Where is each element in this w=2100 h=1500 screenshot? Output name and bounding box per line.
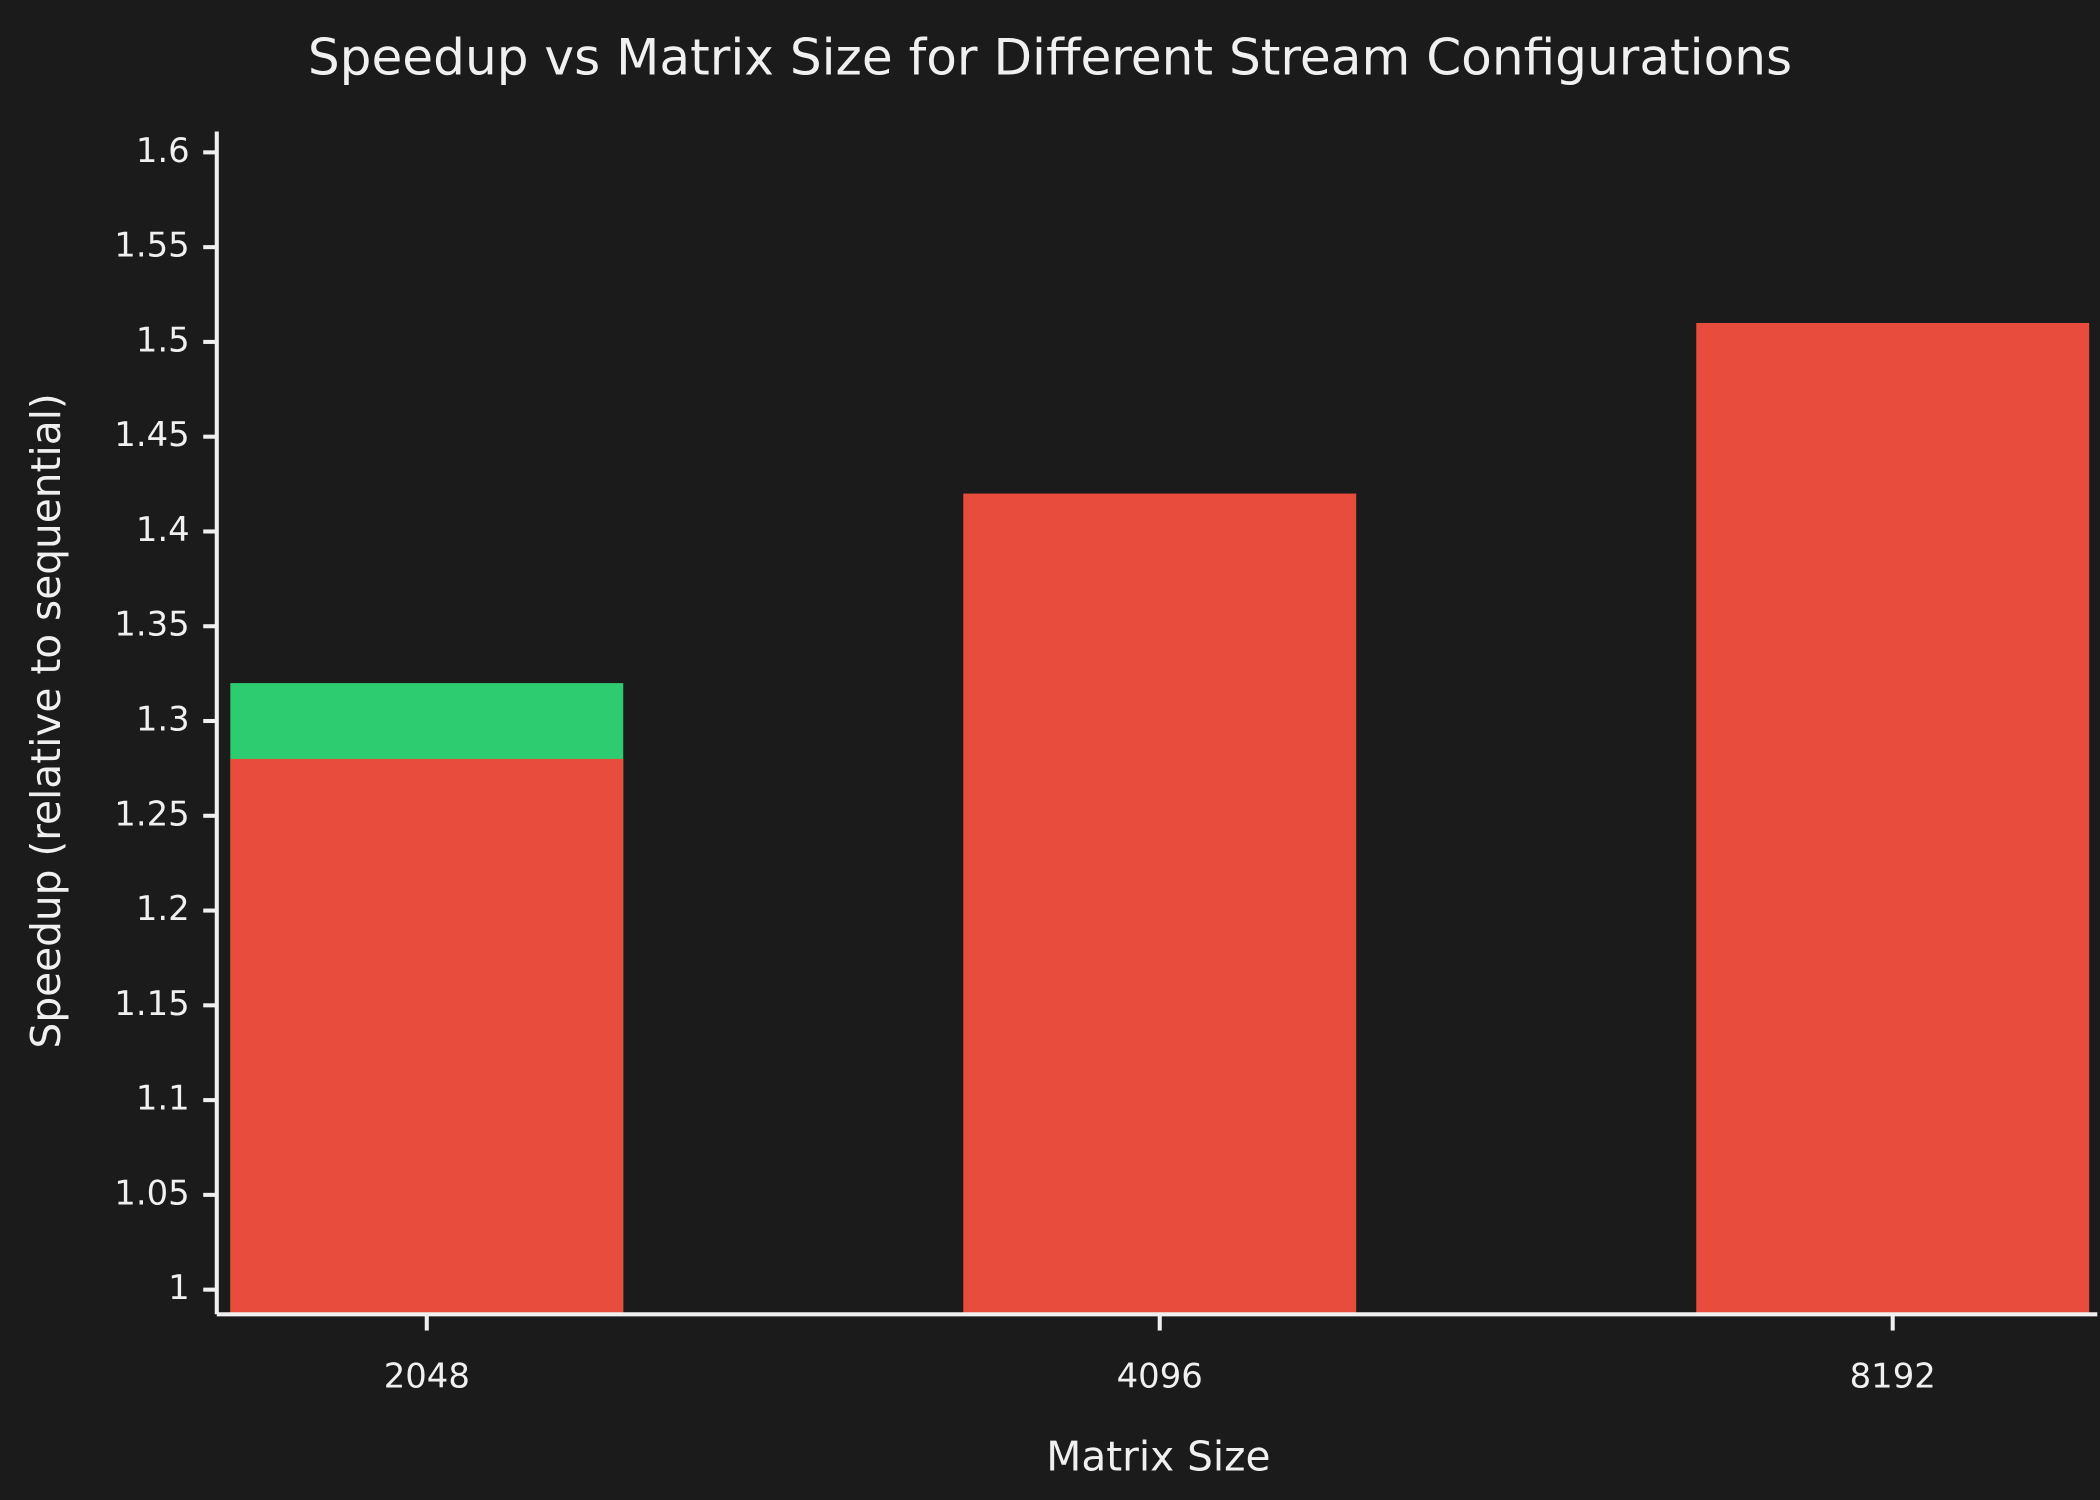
y-tick-label: 1.45 — [114, 415, 189, 454]
y-tick-label: 1.6 — [136, 131, 190, 170]
y-axis-label: Speedup (relative to sequential) — [22, 393, 70, 1048]
x-tick-label: 8192 — [1850, 1356, 1936, 1395]
x-axis-label: Matrix Size — [1046, 1432, 1270, 1480]
x-tick-label: 2048 — [384, 1356, 470, 1395]
bar — [1696, 322, 2090, 1315]
bar — [963, 493, 1357, 1315]
y-tick-label: 1.55 — [114, 226, 189, 265]
y-tick-label: 1.25 — [114, 794, 189, 833]
y-tick-label: 1.5 — [136, 320, 190, 359]
y-tick-label: 1.35 — [114, 605, 189, 644]
bars — [230, 322, 2090, 1315]
y-tick-label: 1 — [168, 1268, 190, 1307]
y-tick-label: 1.15 — [114, 984, 189, 1023]
y-tick-label: 1.05 — [114, 1173, 189, 1212]
y-tick-label: 1.4 — [136, 510, 190, 549]
y-tick-label: 1.1 — [136, 1079, 190, 1118]
bar — [230, 758, 624, 1315]
y-tick-label: 1.2 — [136, 889, 190, 928]
y-tick-label: 1.3 — [136, 700, 190, 739]
x-tick-label: 4096 — [1117, 1356, 1203, 1395]
chart-title: Speedup vs Matrix Size for Different Str… — [308, 28, 1792, 87]
